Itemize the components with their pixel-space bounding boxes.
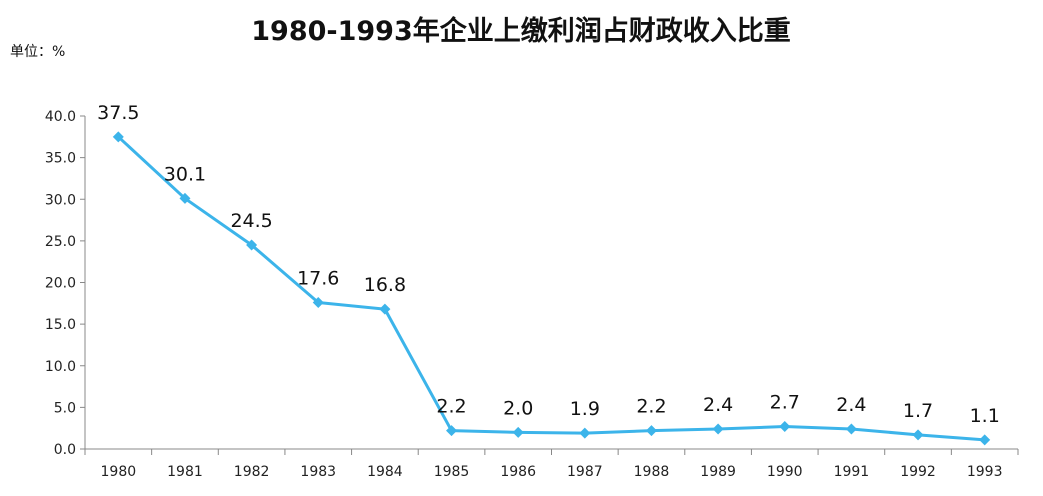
y-tick-label: 35.0 bbox=[45, 151, 76, 167]
x-tick-label: 1987 bbox=[567, 464, 603, 480]
x-tick-label: 1992 bbox=[900, 464, 936, 480]
data-label: 2.7 bbox=[770, 392, 800, 414]
y-tick-label: 5.0 bbox=[54, 400, 76, 416]
data-point-marker bbox=[645, 425, 657, 437]
unit-label: 单位：% bbox=[10, 44, 65, 60]
series-line bbox=[117, 135, 985, 442]
data-point-marker bbox=[779, 421, 791, 433]
x-tick-label: 1982 bbox=[234, 464, 270, 480]
y-tick-label: 25.0 bbox=[45, 234, 76, 250]
x-tick-label: 1993 bbox=[967, 464, 1003, 480]
series-line-group bbox=[112, 131, 991, 446]
x-tick-label: 1989 bbox=[700, 464, 736, 480]
data-label: 17.6 bbox=[297, 267, 339, 289]
x-tick-label: 1990 bbox=[767, 464, 803, 480]
x-tick-label: 1988 bbox=[634, 464, 670, 480]
data-label: 2.0 bbox=[503, 397, 533, 419]
x-tick-label: 1986 bbox=[500, 464, 536, 480]
data-label: 37.5 bbox=[97, 102, 139, 124]
data-point-marker bbox=[512, 426, 524, 438]
data-label: 1.7 bbox=[903, 400, 933, 422]
x-tick-label: 1981 bbox=[167, 464, 203, 480]
data-label: 30.1 bbox=[164, 163, 206, 185]
data-label: 2.4 bbox=[836, 394, 866, 416]
x-tick-label: 1980 bbox=[101, 464, 137, 480]
y-tick-label: 40.0 bbox=[45, 109, 76, 125]
data-point-marker bbox=[112, 131, 124, 143]
data-label: 1.1 bbox=[970, 405, 1000, 427]
data-label: 1.9 bbox=[570, 398, 600, 420]
data-point-marker bbox=[979, 434, 991, 446]
y-tick-label: 0.0 bbox=[54, 442, 76, 458]
x-tick-label: 1984 bbox=[367, 464, 403, 480]
data-point-marker bbox=[712, 423, 724, 435]
data-label: 16.8 bbox=[364, 274, 406, 296]
y-tick-label: 20.0 bbox=[45, 276, 76, 292]
chart-title: 1980-1993年企业上缴利润占财政收入比重 bbox=[251, 15, 791, 47]
x-tick-label: 1983 bbox=[300, 464, 336, 480]
x-tick-label: 1985 bbox=[434, 464, 470, 480]
data-point-marker bbox=[446, 425, 458, 437]
data-label: 24.5 bbox=[230, 210, 272, 232]
y-tick-label: 30.0 bbox=[45, 192, 76, 208]
data-point-marker bbox=[912, 429, 924, 441]
data-point-marker bbox=[246, 239, 258, 251]
data-label: 2.2 bbox=[636, 396, 666, 418]
data-label: 2.4 bbox=[703, 394, 733, 416]
data-point-marker bbox=[579, 427, 591, 439]
data-labels: 37.5 30.1 24.5 17.6 16.8 2.2 2.0 1.9 2.2 2.4 2.7 2.… bbox=[97, 102, 1000, 427]
data-point-marker bbox=[379, 303, 391, 315]
y-axis: 0.0 5.0 10.0 15.0 20.0 25.0 30.0 35.0 40.0 bbox=[45, 109, 86, 458]
data-label: 2.2 bbox=[436, 396, 466, 418]
data-point-marker bbox=[179, 192, 191, 204]
data-point-marker bbox=[312, 296, 324, 308]
y-tick-label: 15.0 bbox=[45, 317, 76, 333]
y-tick-label: 10.0 bbox=[45, 359, 76, 375]
data-point-marker bbox=[845, 423, 857, 435]
x-tick-label: 1991 bbox=[834, 464, 870, 480]
x-axis: 1980 1981 1982 1983 1984 1985 1986 1987 1988 1989… bbox=[84, 448, 1019, 480]
